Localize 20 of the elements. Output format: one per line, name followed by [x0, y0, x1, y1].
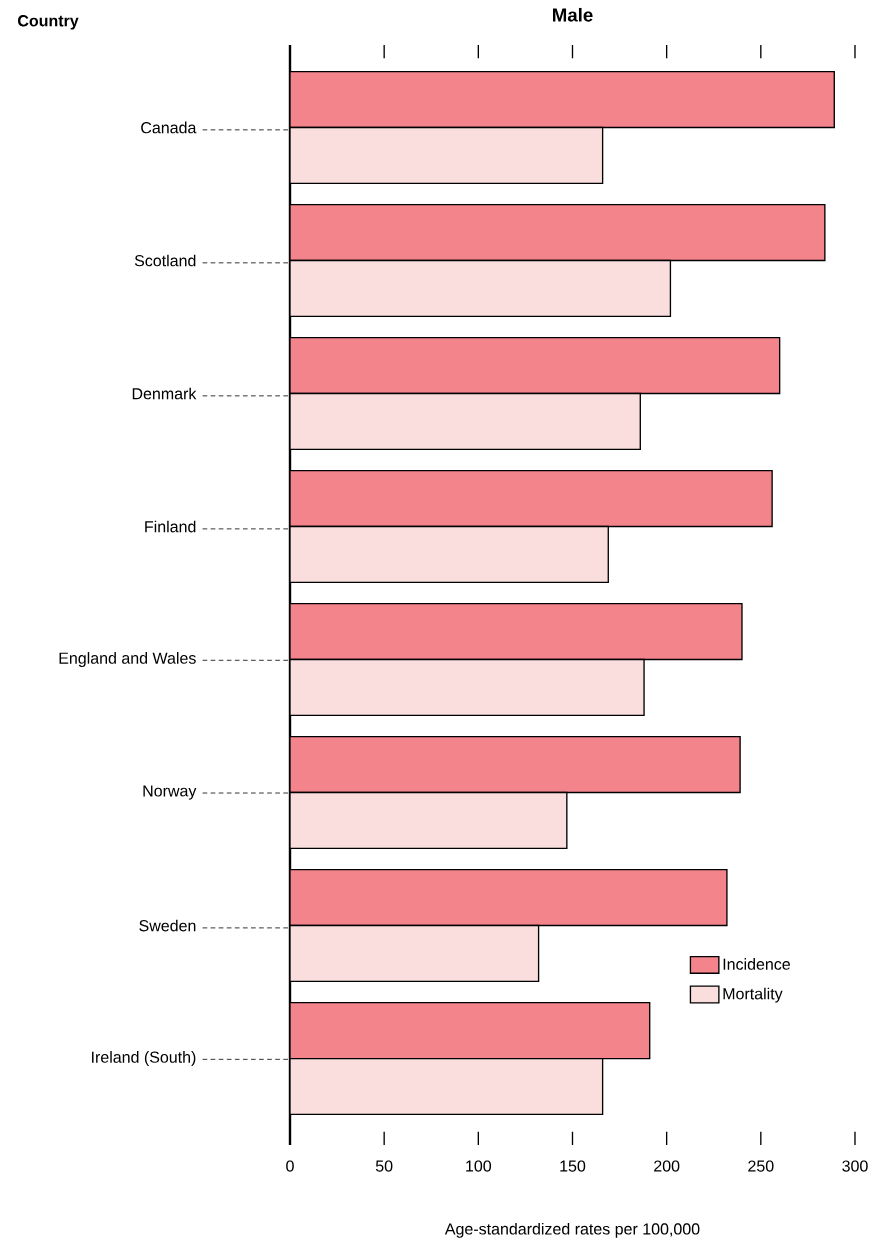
x-tick-label: 250	[748, 1160, 774, 1172]
x-tick-label: 0	[286, 1160, 294, 1172]
x-tick-label: 300	[842, 1160, 868, 1172]
y-tick-label: Finland	[145, 520, 196, 533]
chart-title: Male	[553, 7, 593, 22]
x-tick-label: 100	[466, 1160, 492, 1172]
y-tick-label: Ireland (South)	[92, 1051, 196, 1066]
x-axis-title: Age-standardized rates per 100,000	[444, 1222, 700, 1238]
x-tick-label: 150	[560, 1160, 586, 1172]
legend-label: Mortality	[723, 987, 783, 1003]
x-tick-label: 200	[654, 1160, 680, 1172]
y-tick-label: Scotland	[134, 254, 196, 267]
y-tick-label: Norway	[143, 785, 197, 800]
y-tick-label: Denmark	[132, 387, 197, 400]
y-tick-label: Sweden	[139, 919, 196, 932]
y-tick-label: England and Wales	[59, 652, 196, 667]
legend-label: Incidence	[723, 958, 790, 970]
y-tick-label: Canada	[141, 121, 197, 134]
text: Country	[18, 15, 79, 30]
x-tick-label: 50	[375, 1160, 393, 1172]
